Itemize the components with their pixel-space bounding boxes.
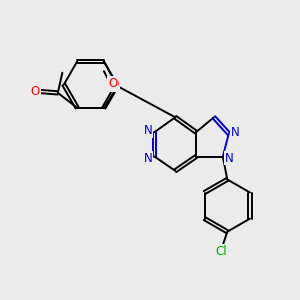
- Text: Cl: Cl: [215, 245, 227, 258]
- Text: O: O: [110, 78, 119, 92]
- Text: O: O: [30, 85, 40, 98]
- Text: N: N: [231, 126, 240, 139]
- Text: O: O: [108, 77, 118, 90]
- Text: N: N: [143, 124, 152, 137]
- Text: N: N: [143, 152, 152, 164]
- Text: N: N: [225, 152, 234, 164]
